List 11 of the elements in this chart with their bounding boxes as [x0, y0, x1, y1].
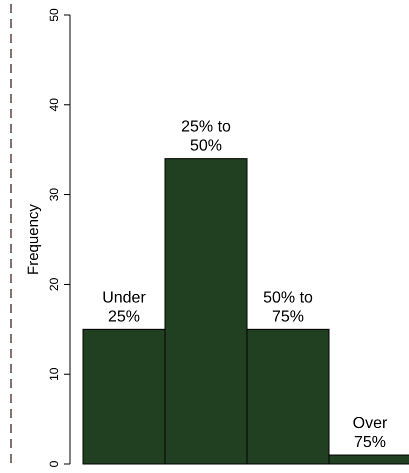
x-tick-label: 50% to 75%: [263, 289, 314, 326]
y-tick-label: 40: [47, 98, 61, 112]
y-tick-label: 0: [47, 460, 61, 468]
y-tick-label: 10: [47, 367, 61, 381]
x-tick-label: 25% to 50%: [181, 118, 232, 155]
y-axis-title: Frequency: [25, 204, 42, 275]
x-tick-label: Over 75%: [352, 415, 388, 452]
y-tick-label: 20: [47, 277, 61, 292]
x-tick-label: Under 25%: [102, 289, 146, 326]
y-tick-label: 50: [47, 8, 61, 22]
y-tick-label: 30: [47, 188, 61, 202]
